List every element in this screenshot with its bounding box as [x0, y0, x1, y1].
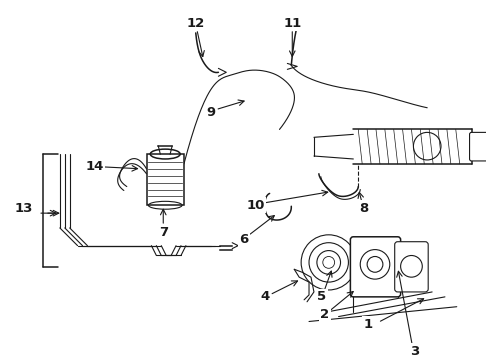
- Text: 6: 6: [240, 233, 248, 246]
- Text: 10: 10: [246, 199, 265, 212]
- Bar: [147, 154, 184, 205]
- Text: 11: 11: [283, 17, 301, 30]
- Text: 4: 4: [260, 291, 270, 303]
- Text: 3: 3: [410, 345, 419, 357]
- Text: 1: 1: [364, 318, 373, 331]
- Text: 14: 14: [85, 160, 103, 174]
- FancyBboxPatch shape: [469, 132, 490, 161]
- Text: 12: 12: [187, 17, 205, 30]
- Text: 9: 9: [206, 106, 215, 119]
- Text: 5: 5: [317, 291, 326, 303]
- FancyBboxPatch shape: [395, 242, 428, 292]
- Text: 7: 7: [159, 226, 168, 239]
- FancyBboxPatch shape: [350, 237, 401, 297]
- Text: 8: 8: [360, 202, 369, 215]
- Text: 13: 13: [14, 202, 32, 215]
- Text: 2: 2: [320, 308, 329, 321]
